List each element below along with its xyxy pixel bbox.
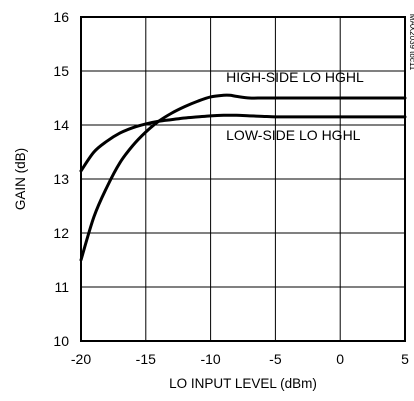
grid — [81, 17, 405, 341]
y-tick-label: 11 — [54, 279, 69, 295]
y-tick-label: 13 — [53, 171, 69, 187]
x-tick-labels: -20 -15 -10 -5 0 5 — [71, 351, 409, 367]
low-side-lo-curve — [79, 113, 407, 173]
y-tick-label: 10 — [53, 333, 69, 349]
x-tick-label: 0 — [336, 351, 344, 367]
x-tick-label: -10 — [200, 351, 220, 367]
high-side-lo-curve — [79, 93, 407, 262]
x-tick-label: -5 — [269, 351, 282, 367]
y-tick-label: 12 — [53, 225, 69, 241]
figure-id-label: MAX2039 toc11 — [408, 14, 414, 71]
x-tick-label: -15 — [136, 351, 156, 367]
y-tick-label: 16 — [53, 9, 69, 25]
low-side-annotation: LOW-SIDE LO HGHL — [226, 127, 361, 143]
y-tick-label: 15 — [53, 63, 69, 79]
y-axis-title: GAIN (dB) — [13, 148, 28, 210]
y-tick-label: 14 — [53, 117, 69, 133]
x-tick-label: 5 — [401, 351, 409, 367]
series-group — [79, 93, 407, 262]
high-side-annotation: HIGH-SIDE LO HGHL — [226, 69, 364, 85]
y-tick-labels: 10 11 12 13 14 15 16 — [53, 9, 69, 349]
x-tick-label: -20 — [71, 351, 91, 367]
plot-frame — [80, 16, 406, 342]
x-axis-title: LO INPUT LEVEL (dBm) — [169, 376, 317, 391]
curve-annotations: HIGH-SIDE LO HGHL LOW-SIDE LO HGHL — [226, 69, 364, 143]
